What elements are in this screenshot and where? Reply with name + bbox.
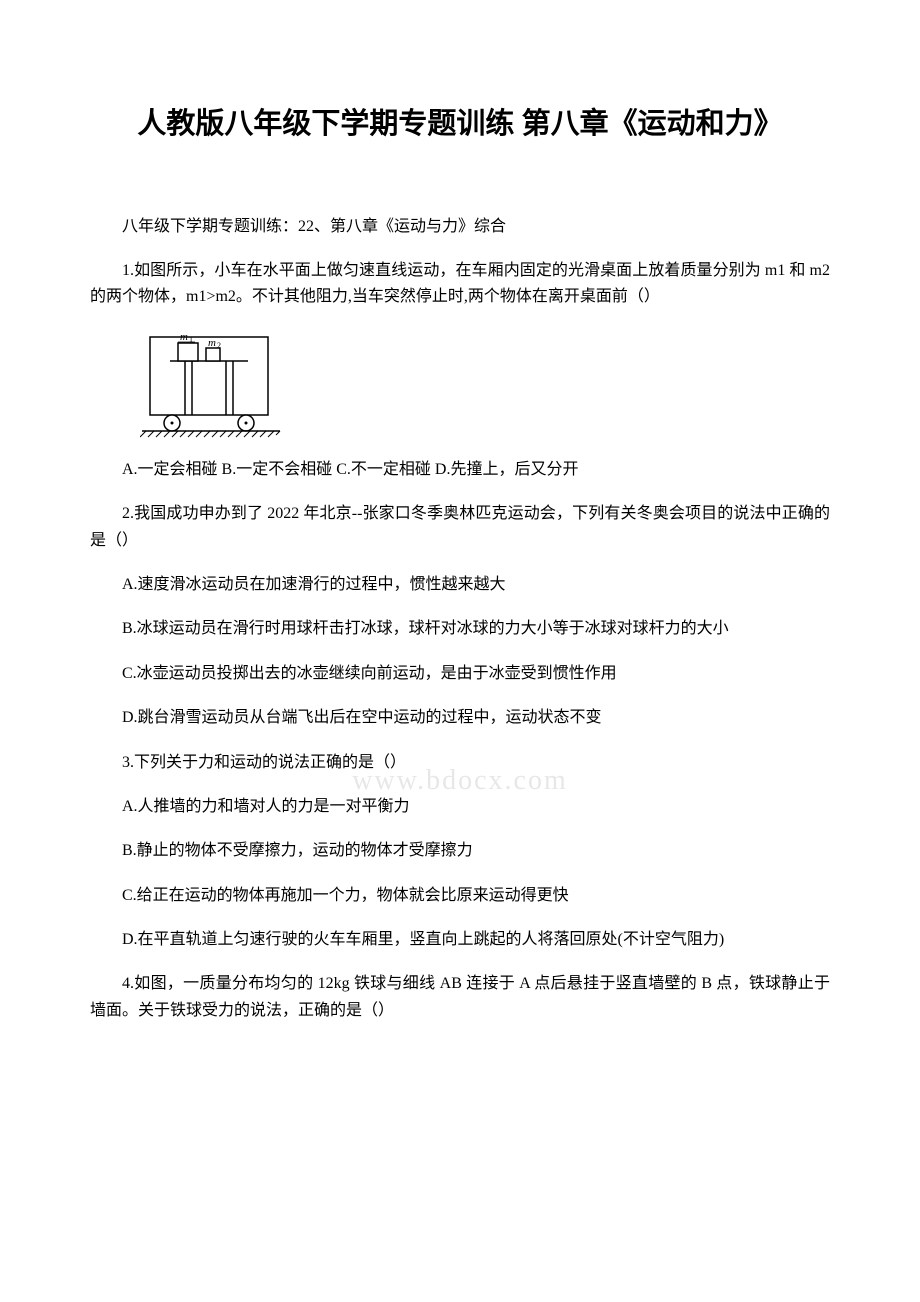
question-3-stem: 3.下列关于力和运动的说法正确的是（） [90,750,830,776]
svg-text:m: m [180,331,188,343]
question-3-option-b: B.静止的物体不受摩擦力，运动的物体才受摩擦力 [90,838,830,864]
svg-text:m: m [208,337,216,349]
question-3-option-a: A.人推墙的力和墙对人的力是一对平衡力 [90,794,830,820]
question-2-stem: 2.我国成功申办到了 2022 年北京--张家口冬季奥林匹克运动会，下列有关冬奥… [90,501,830,554]
question-1-options: A.一定会相碰 B.一定不会相碰 C.不一定相碰 D.先撞上，后又分开 [90,457,830,483]
cart-diagram: m 1 m 2 [140,329,285,439]
question-2-option-d: D.跳台滑雪运动员从台端飞出后在空中运动的过程中，运动状态不变 [90,705,830,731]
question-2-option-c: C.冰壶运动员投掷出去的冰壶继续向前运动，是由于冰壶受到惯性作用 [90,661,830,687]
question-1-stem: 1.如图所示，小车在水平面上做匀速直线运动，在车厢内固定的光滑桌面上放着质量分别… [90,258,830,311]
question-3-option-d: D.在平直轨道上匀速行驶的火车车厢里，竖直向上跳起的人将落回原处(不计空气阻力) [90,927,830,953]
question-2-option-b: B.冰球运动员在滑行时用球杆击打冰球，球杆对冰球的力大小等于冰球对球杆力的大小 [90,616,830,642]
question-3-option-c: C.给正在运动的物体再施加一个力，物体就会比原来运动得更快 [90,883,830,909]
document-title: 人教版八年级下学期专题训练 第八章《运动和力》 [90,100,830,142]
svg-text:1: 1 [189,335,193,344]
question-2-option-a: A.速度滑冰运动员在加速滑行的过程中，惯性越来越大 [90,572,830,598]
document-subtitle: 八年级下学期专题训练：22、第八章《运动与力》综合 [90,212,830,236]
svg-text:2: 2 [217,341,221,350]
question-4-stem: 4.如图，一质量分布均匀的 12kg 铁球与细线 AB 连接于 A 点后悬挂于竖… [90,971,830,1024]
